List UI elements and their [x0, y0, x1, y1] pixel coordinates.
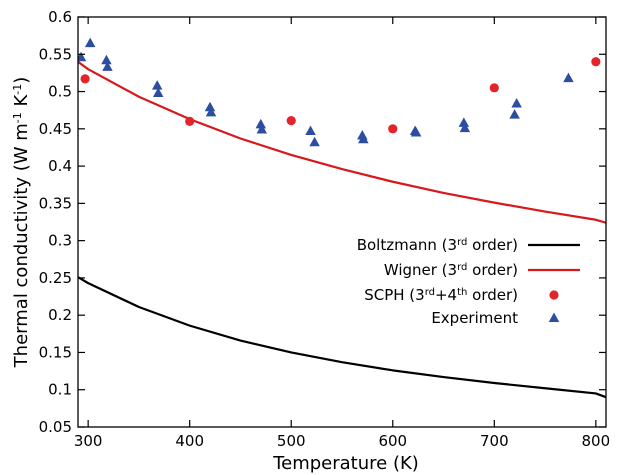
- scph-point: [489, 83, 499, 93]
- experiment-point: [410, 127, 422, 137]
- experiment-point: [151, 80, 163, 90]
- legend-label: Experiment: [431, 309, 518, 327]
- y-tick-label: 0.1: [48, 381, 72, 399]
- y-tick-label: 0.55: [39, 45, 72, 63]
- series-experiment: [78, 37, 574, 147]
- wigner-line: [78, 60, 606, 224]
- experiment-point: [152, 87, 164, 98]
- y-tick-label: 0.5: [48, 83, 72, 101]
- experiment-point: [84, 37, 96, 48]
- experiment-point: [309, 136, 320, 147]
- legend-item-boltzmann: Boltzmann (3rd order): [357, 236, 580, 254]
- experiment-point: [459, 122, 471, 133]
- x-tick-label: 800: [582, 432, 611, 450]
- x-axis-title: Temperature (K): [272, 453, 419, 474]
- legend-label: Wigner (3rd order): [384, 261, 518, 279]
- legend-item-experiment: Experiment: [431, 309, 560, 327]
- y-tick-label: 0.35: [39, 194, 72, 212]
- legend-item-wigner: Wigner (3rd order): [384, 261, 580, 279]
- y-tick-label: 0.45: [39, 120, 72, 138]
- series-boltzmann: [78, 276, 606, 399]
- legend-swatch: [549, 290, 559, 300]
- experiment-point: [256, 124, 268, 134]
- experiment-point: [511, 97, 522, 108]
- x-tick-label: 400: [175, 432, 204, 450]
- y-tick-label: 0.15: [39, 343, 72, 361]
- x-tick-label: 700: [480, 432, 509, 450]
- experiment-point: [509, 109, 520, 119]
- x-tick-label: 600: [378, 432, 407, 450]
- series-scph: [80, 57, 601, 134]
- experiment-point: [358, 133, 369, 144]
- series-layer: [78, 37, 606, 399]
- scph-point: [286, 116, 296, 126]
- legend-swatch: [548, 312, 560, 322]
- scph-point: [185, 116, 195, 126]
- experiment-point: [102, 61, 113, 71]
- x-tick-label: 500: [277, 432, 306, 450]
- y-tick-label: 0.25: [39, 269, 72, 287]
- y-tick-label: 0.6: [48, 8, 72, 26]
- scph-point: [591, 57, 601, 67]
- y-axis-title: Thermal conductivity (W m-1 K-1): [11, 77, 33, 369]
- ticks-layer: 300 400 500 600 700 800 0.05 0.1 0.15 0.2 0.25 0.3 0…: [39, 8, 611, 450]
- experiment-point: [205, 106, 217, 117]
- x-tick-label: 300: [74, 432, 103, 450]
- y-tick-label: 0.4: [48, 157, 72, 175]
- legend-label: SCPH (3rd+4th order): [364, 286, 518, 304]
- axis-titles: Temperature (K) Thermal conductivity (W m…: [11, 77, 419, 474]
- y-tick-label: 0.2: [48, 306, 72, 324]
- scph-point: [388, 124, 398, 134]
- experiment-point: [101, 54, 112, 65]
- scph-point: [80, 74, 90, 84]
- experiment-point: [563, 72, 574, 83]
- legend-item-scph: SCPH (3rd+4th order): [364, 286, 559, 304]
- plot-frame: [77, 16, 607, 428]
- y-tick-label: 0.05: [39, 418, 72, 436]
- legend-label: Boltzmann (3rd order): [357, 236, 518, 254]
- experiment-point: [204, 101, 216, 112]
- experiment-point: [458, 117, 470, 127]
- series-wigner: [78, 60, 606, 224]
- y-tick-label: 0.3: [48, 232, 72, 250]
- experiment-point: [305, 125, 316, 136]
- experiment-point: [255, 118, 267, 129]
- legend: Boltzmann (3rd order) Wigner (3rd order) S…: [357, 236, 580, 327]
- boltzmann-line: [78, 276, 606, 399]
